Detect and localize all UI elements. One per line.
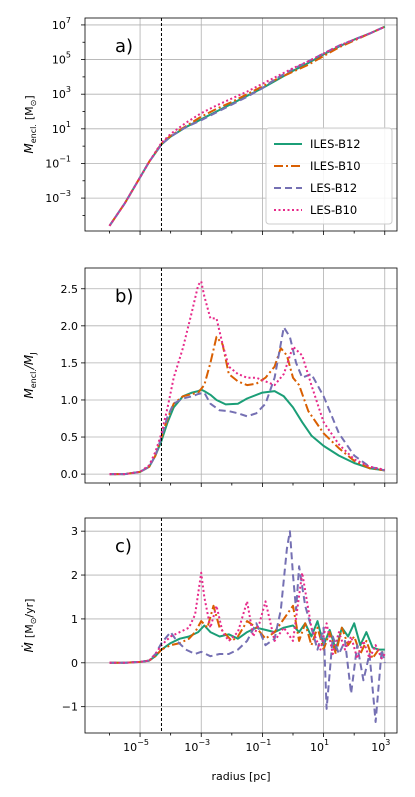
legend: ILES-B12 ILES-B10 LES-B12 LES-B10 (265, 127, 393, 225)
legend-label: LES-B10 (310, 203, 357, 217)
axes-frame (84, 267, 398, 484)
y-tick-label: 107 (52, 16, 71, 32)
y-axis-label: Mencl./MJ (22, 352, 38, 398)
y-tick-label: 10−3 (45, 189, 71, 205)
panel-label: c) (115, 536, 132, 557)
y-tick-label: 101 (52, 120, 71, 136)
series-line-iles-b12 (109, 620, 385, 664)
y-tick-label: 0.0 (61, 468, 79, 481)
grid (85, 518, 397, 733)
y-tick-label: 2.5 (61, 283, 79, 296)
panel-label: b) (115, 286, 133, 307)
y-tick-label: 1 (71, 613, 78, 626)
series-group (109, 280, 386, 476)
legend-label: ILES-B10 (310, 159, 361, 173)
x-axis-label: radius [pc] (211, 770, 270, 783)
panel-2: 0.0 0.5 1.0 1.5 2.0 2.5 b) Mencl./MJ (22, 267, 398, 487)
x-tick-label: 101 (310, 738, 329, 754)
grid (85, 18, 397, 231)
y-tick-label: 1.0 (61, 394, 79, 407)
series-line-iles-b10 (109, 335, 385, 476)
y-tick-label: 2 (71, 569, 78, 582)
y-tick-label: 10−1 (45, 154, 71, 170)
y-tick-label: 1.5 (61, 357, 79, 370)
series-line-les-b10 (108, 25, 386, 227)
panel-3: 10−5 10−3 10−1 101 103 −1 0 1 2 3 c) Ṁ[M⊙/yr] (21, 517, 398, 754)
series-line-les-b12 (109, 326, 386, 476)
legend-label: ILES-B12 (310, 137, 361, 151)
y-tick-label: 3 (71, 525, 78, 538)
series-line-les-b10 (109, 280, 385, 476)
series-line-les-b10 (109, 571, 386, 664)
axes-frame (84, 517, 398, 734)
legend-box (265, 127, 393, 225)
y-axis-label: Mencl.[M⊙] (22, 95, 38, 153)
panels-group: 10−310−1101103105107a)Mencl.[M⊙]0.00.51.… (21, 16, 398, 754)
series-group (108, 25, 386, 227)
series-line-iles-b10 (108, 25, 386, 227)
series-line-iles-b10 (109, 604, 386, 664)
x-tick-label: 10−3 (184, 738, 210, 754)
y-tick-label: 0.5 (61, 431, 79, 444)
series-line-les-b12 (109, 530, 386, 723)
series-group (109, 530, 386, 723)
y-tick-label: 0 (71, 657, 78, 670)
y-tick-label: 105 (52, 51, 71, 67)
panel-label: a) (115, 36, 133, 57)
y-tick-label: −1 (62, 701, 78, 714)
x-tick-label: 10−5 (123, 738, 149, 754)
y-tick-label: 103 (52, 85, 71, 101)
y-axis-label: Ṁ[M⊙/yr] (21, 599, 38, 653)
x-tick-label: 10−1 (246, 738, 272, 754)
y-tick-label: 2.0 (61, 320, 79, 333)
axes-frame (84, 17, 398, 232)
legend-label: LES-B12 (310, 181, 357, 195)
x-tick-label: 103 (371, 738, 390, 754)
grid (85, 268, 397, 483)
